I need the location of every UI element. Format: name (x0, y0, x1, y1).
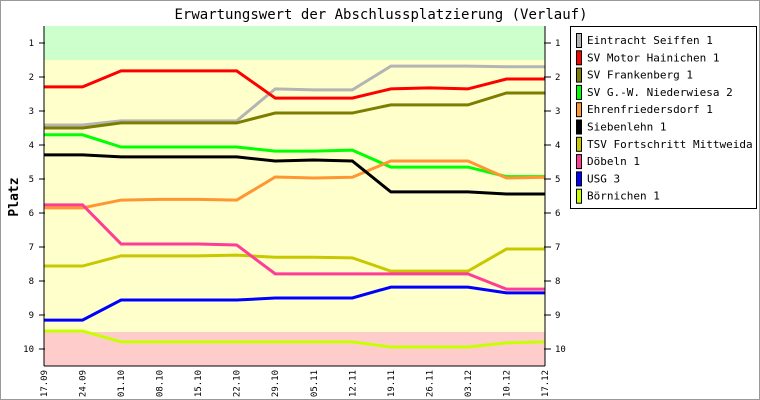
y-tick-label-left: 1 (29, 39, 34, 49)
y-tick-label-right: 4 (555, 141, 560, 151)
legend-label: SV Frankenberg 1 (587, 69, 693, 82)
y-tick-label-right: 2 (555, 73, 560, 83)
x-tick-label: 17.12 (541, 370, 551, 397)
series-line-4 (44, 159, 546, 210)
series-line-6 (44, 247, 545, 273)
y-tick-label-left: 3 (29, 107, 34, 117)
x-tick-label: 26.11 (425, 370, 435, 397)
series-line-0 (44, 64, 545, 127)
y-tick-label-left: 5 (29, 175, 34, 185)
y-tick-label-right: 3 (555, 107, 560, 117)
legend-swatch (576, 102, 582, 118)
legend-swatch (576, 50, 582, 66)
y-axis-label: Platz (7, 177, 22, 216)
legend-swatch (576, 188, 582, 204)
x-tick-label: 01.10 (117, 370, 127, 397)
x-tick-label: 08.10 (156, 370, 166, 397)
series-line-2 (44, 91, 545, 130)
y-tick-label-right: 5 (555, 175, 560, 185)
legend-label: Eintracht Seiffen 1 (587, 34, 713, 47)
band-0 (44, 26, 545, 60)
y-tick-label-left: 2 (29, 73, 34, 83)
x-tick-label: 24.09 (79, 370, 89, 397)
series-line-1 (44, 69, 545, 100)
y-tick-label-left: 7 (29, 243, 34, 253)
y-tick-label-left: 8 (29, 277, 34, 287)
series-lines (44, 64, 546, 349)
x-tick-label: 10.12 (502, 370, 512, 397)
x-tick-label: 05.11 (310, 370, 320, 397)
x-tick-label: 19.11 (387, 370, 397, 397)
series-line-3 (44, 133, 545, 179)
y-tick-label-left: 6 (29, 209, 34, 219)
legend-label: TSV Fortschritt Mittweida 1 (587, 138, 759, 151)
band-2 (44, 332, 545, 366)
legend-swatch (576, 136, 582, 152)
x-tick-label: 15.10 (194, 370, 204, 397)
background-bands (44, 26, 545, 366)
x-tick-label: 29.10 (271, 370, 281, 397)
legend-label: SV G.-W. Niederwiesa 2 (587, 86, 733, 99)
y-tick-label-right: 8 (555, 277, 560, 287)
legend-label: Siebenlehn 1 (587, 121, 666, 134)
series-line-9 (44, 329, 546, 349)
chart-title: Erwartungswert der Abschlussplatzierung … (174, 7, 587, 23)
series-line-8 (44, 285, 545, 322)
x-tick-label: 17.09 (40, 370, 50, 397)
y-tick-label-left: 4 (29, 141, 34, 151)
series-line-7 (44, 203, 545, 291)
y-tick-label-right: 9 (555, 311, 560, 321)
y-tick-label-right: 6 (555, 209, 560, 219)
legend-label: Döbeln 1 (587, 155, 640, 168)
x-tick-label: 12.11 (348, 370, 358, 397)
legend-label: USG 3 (587, 172, 620, 185)
legend-box (570, 26, 757, 209)
legend-label: SV Motor Hainichen 1 (587, 51, 719, 64)
x-tick-label: 03.12 (464, 370, 474, 397)
legend-swatch (576, 119, 582, 135)
x-tick-label: 22.10 (233, 370, 243, 397)
legend: Eintracht Seiffen 1 SV Motor Hainichen 1 S… (570, 26, 759, 209)
y-tick-label-left: 9 (29, 311, 34, 321)
legend-swatch (576, 67, 582, 83)
legend-label: Ehrenfriedersdorf 1 (587, 103, 713, 116)
series-line-5 (44, 153, 545, 196)
y-tick-label-right: 1 (555, 39, 560, 49)
y-tick-label-left: 10 (23, 345, 34, 355)
axes: 1 1 2 2 3 3 4 4 5 5 6 6 7 7 8 8 9 9 10 10 17.09 24.09 01.10 08.… (23, 26, 566, 397)
legend-label: Börnichen 1 (587, 190, 660, 203)
legend-swatch (576, 84, 582, 100)
legend-swatch (576, 154, 582, 170)
band-1 (44, 60, 545, 332)
y-tick-label-right: 10 (555, 345, 566, 355)
legend-swatch (576, 33, 582, 48)
legend-swatch (576, 171, 582, 187)
y-tick-label-right: 7 (555, 243, 560, 253)
